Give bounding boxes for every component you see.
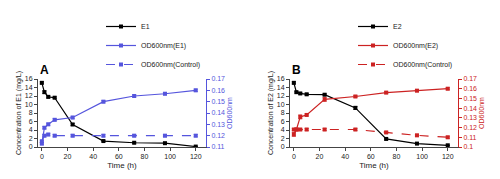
- svg-text:6: 6: [281, 118, 285, 125]
- svg-text:OD600nm: OD600nm: [478, 97, 485, 129]
- svg-text:40: 40: [341, 153, 349, 160]
- svg-text:0: 0: [29, 143, 33, 150]
- svg-text:4: 4: [29, 126, 33, 133]
- svg-text:2: 2: [29, 135, 33, 142]
- svg-text:Concentration of E2 (mg/L): Concentration of E2 (mg/L): [267, 71, 275, 155]
- svg-text:40: 40: [89, 153, 97, 160]
- svg-text:OD600nm(Control): OD600nm(Control): [141, 61, 200, 69]
- svg-text:20: 20: [316, 153, 324, 160]
- svg-text:OD600nm: OD600nm: [226, 97, 233, 129]
- svg-text:0.16: 0.16: [211, 87, 225, 94]
- svg-text:0: 0: [281, 143, 285, 150]
- svg-text:100: 100: [164, 153, 176, 160]
- svg-text:A: A: [40, 63, 49, 77]
- svg-text:16: 16: [25, 75, 33, 82]
- svg-text:120: 120: [190, 153, 202, 160]
- svg-text:0.13: 0.13: [463, 114, 477, 121]
- svg-text:12: 12: [25, 92, 33, 99]
- svg-text:E2: E2: [393, 23, 402, 30]
- svg-text:0.17: 0.17: [463, 75, 477, 82]
- svg-text:60: 60: [115, 153, 123, 160]
- svg-text:0.1: 0.1: [463, 143, 473, 150]
- svg-text:E1: E1: [141, 23, 150, 30]
- svg-text:0: 0: [40, 153, 44, 160]
- svg-text:14: 14: [25, 84, 33, 91]
- svg-text:10: 10: [277, 101, 285, 108]
- svg-text:8: 8: [29, 109, 33, 116]
- svg-text:10: 10: [25, 101, 33, 108]
- svg-text:Time (h): Time (h): [359, 161, 389, 170]
- svg-text:0: 0: [292, 153, 296, 160]
- svg-text:Concentration of E1 (mg/L): Concentration of E1 (mg/L): [15, 71, 23, 155]
- svg-text:0.15: 0.15: [463, 95, 477, 102]
- svg-text:8: 8: [281, 109, 285, 116]
- svg-text:0.12: 0.12: [211, 132, 225, 139]
- svg-text:60: 60: [367, 153, 375, 160]
- svg-text:0.14: 0.14: [211, 109, 225, 116]
- svg-text:12: 12: [277, 92, 285, 99]
- svg-text:0.14: 0.14: [463, 105, 477, 112]
- svg-text:20: 20: [64, 153, 72, 160]
- svg-text:0.17: 0.17: [211, 75, 225, 82]
- svg-text:0.11: 0.11: [463, 134, 476, 141]
- svg-text:0.11: 0.11: [211, 143, 224, 150]
- svg-text:0.15: 0.15: [211, 98, 225, 105]
- svg-text:80: 80: [141, 153, 149, 160]
- svg-text:B: B: [292, 63, 301, 77]
- svg-text:120: 120: [442, 153, 454, 160]
- svg-text:0.16: 0.16: [463, 85, 477, 92]
- svg-text:14: 14: [277, 84, 285, 91]
- svg-text:0.12: 0.12: [463, 124, 477, 131]
- svg-text:80: 80: [393, 153, 401, 160]
- svg-text:0.13: 0.13: [211, 121, 225, 128]
- svg-text:6: 6: [29, 118, 33, 125]
- svg-text:4: 4: [281, 126, 285, 133]
- svg-text:100: 100: [416, 153, 428, 160]
- svg-text:OD600nm(E1): OD600nm(E1): [141, 42, 186, 50]
- svg-text:Time (h): Time (h): [107, 161, 137, 170]
- svg-text:16: 16: [277, 75, 285, 82]
- svg-text:OD600nm(Control): OD600nm(Control): [393, 61, 452, 69]
- svg-text:2: 2: [281, 135, 285, 142]
- svg-text:OD600nm(E2): OD600nm(E2): [393, 42, 438, 50]
